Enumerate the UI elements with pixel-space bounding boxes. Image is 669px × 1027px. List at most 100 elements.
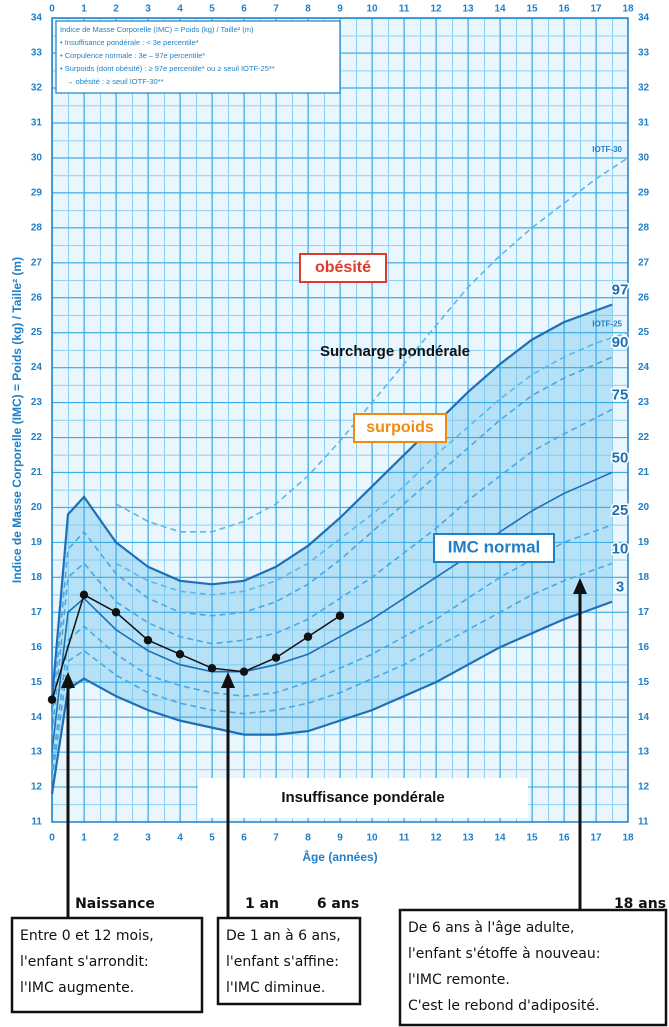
y-tick-label: 11 [638,817,649,828]
region-label-box [198,778,528,818]
annotation-text: l'enfant s'étoffe à nouveau: [408,946,600,962]
percentile-line [51,471,613,753]
arrow-head [221,672,235,688]
x-tick-label: 12 [430,4,442,15]
annotation-text: De 6 ans à l'âge adulte, [408,920,574,936]
y-tick-label: 32 [31,83,43,94]
x-tick-label: 16 [558,4,570,15]
y-tick-label: 33 [31,48,43,59]
x-tick-label: 17 [590,4,602,15]
y-tick-label: 17 [638,607,650,618]
x-tick-label: 6 [241,4,247,15]
y-tick-label: 26 [638,292,650,303]
x-tick-label: 5 [209,833,215,844]
child-point [175,650,185,659]
annotation-marker: 1 an [245,896,279,912]
x-tick-label: 10 [366,833,378,844]
legend-note-line: Indice de Masse Corporelle (IMC) = Poids… [60,25,254,34]
x-tick-label: 18 [622,4,634,15]
y-tick-label: 22 [31,432,43,443]
y-axis-title: Indice de Masse Corporelle (IMC) = Poids… [10,257,24,583]
y-tick-label: 24 [31,362,43,373]
x-tick-label: 11 [399,4,410,15]
legend-note-line: • Corpulence normale : 3e – 97e percenti… [60,51,205,60]
percentile-line [51,408,613,735]
annotation-text: De 1 an à 6 ans, [226,928,341,944]
x-tick-label: 6 [241,833,247,844]
curve-label: IOTF-30 [592,145,622,154]
y-tick-label: 19 [638,537,650,548]
y-tick-label: 33 [638,48,650,59]
x-tick-label: 10 [366,4,378,15]
x-tick-label: 17 [590,833,602,844]
child-line [51,593,341,700]
child-point [143,636,153,645]
percentile-line [51,562,613,781]
curve-label: 3 [616,579,624,596]
region-label: IMC normal [448,537,541,556]
x-tick-label: 5 [209,4,215,15]
x-tick-label: 15 [526,4,538,15]
y-tick-label: 34 [31,13,43,24]
region-label-box [299,253,387,283]
normal-band [52,304,612,795]
y-tick-label: 26 [31,292,43,303]
child-point [47,695,57,704]
annotation-marker: 6 ans [317,896,359,912]
percentile-line [50,303,613,700]
region-label: surpoids [366,419,434,436]
y-tick-label: 14 [31,712,43,723]
annotation-text: C'est le rebond d'adiposité. [408,998,599,1014]
x-tick-label: 9 [337,833,343,844]
x-tick-label: 0 [49,833,55,844]
curve-label: 97 [612,282,629,299]
x-tick-label: 14 [494,4,506,15]
child-point [335,611,345,620]
child-point [271,653,281,662]
x-tick-label: 15 [526,833,538,844]
y-tick-label: 13 [31,747,43,758]
curve-label: 75 [612,386,629,403]
legend-note-line: • Surpoids (dont obésité) : ≥ 97e percen… [60,64,275,73]
y-tick-label: 29 [638,187,650,198]
x-tick-label: 0 [49,4,55,15]
curve-label: 10 [612,540,629,557]
x-tick-label: 12 [430,833,442,844]
y-tick-label: 22 [638,432,650,443]
x-tick-label: 18 [622,833,634,844]
annotation-text: l'IMC remonte. [408,972,510,988]
x-tick-label: 4 [177,833,183,844]
region-label-box [433,533,555,563]
x-tick-label: 8 [305,833,311,844]
y-tick-label: 30 [31,152,43,163]
y-tick-label: 12 [638,782,650,793]
y-tick-label: 31 [638,118,650,129]
curve-label: 50 [612,449,629,466]
y-tick-label: 19 [31,537,43,548]
y-tick-label: 12 [31,782,43,793]
annotation-text: Entre 0 et 12 mois, [20,928,154,944]
y-tick-label: 13 [638,747,650,758]
x-tick-label: 4 [177,4,183,15]
child-point [239,667,249,676]
region-label-box [353,413,447,443]
annotation-text: l'IMC diminue. [226,980,325,996]
x-tick-label: 2 [113,833,119,844]
y-tick-label: 20 [31,502,43,513]
y-tick-label: 23 [31,397,43,408]
region-label: Surcharge pondérale [320,343,470,360]
y-tick-label: 16 [638,642,650,653]
x-tick-label: 8 [305,4,311,15]
y-tick-label: 21 [638,467,650,478]
plot-frame [51,17,629,823]
x-tick-label: 14 [494,833,506,844]
x-tick-label: 13 [462,4,474,15]
y-tick-label: 18 [638,572,650,583]
y-tick-label: 18 [31,572,43,583]
y-tick-label: 28 [31,222,43,233]
x-tick-label: 1 [81,833,87,844]
y-tick-label: 29 [31,187,43,198]
percentile-line [51,356,613,718]
y-tick-label: 14 [638,712,650,723]
